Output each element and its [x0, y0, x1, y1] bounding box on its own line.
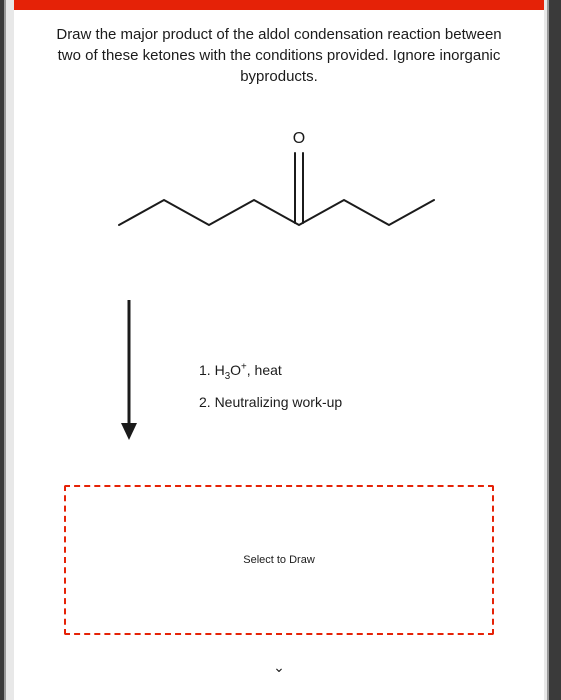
cond1-mid: O [230, 362, 241, 378]
oxygen-label: O [293, 130, 305, 147]
question-panel: Draw the major product of the aldol cond… [14, 0, 544, 700]
answer-draw-area[interactable]: Select to Draw [64, 485, 494, 635]
top-red-bar [14, 0, 544, 10]
condition-line-2: 2. Neutralizing work-up [199, 387, 342, 418]
ketone-structure: O [89, 95, 469, 265]
cond1-prefix: 1. H [199, 362, 225, 378]
draw-placeholder: Select to Draw [243, 554, 315, 566]
chevron-down-icon[interactable]: ⌄ [14, 659, 544, 676]
question-text: Draw the major product of the aldol cond… [14, 10, 544, 95]
molecule-diagram: O [14, 95, 544, 295]
reaction-arrow-icon [114, 295, 144, 445]
reaction-conditions-block: 1. H3O+, heat 2. Neutralizing work-up [14, 295, 544, 475]
cond1-suffix: , heat [247, 362, 282, 378]
carbon-chain [119, 200, 434, 225]
outer-frame: Draw the major product of the aldol cond… [4, 0, 549, 700]
conditions-text: 1. H3O+, heat 2. Neutralizing work-up [199, 355, 342, 418]
condition-line-1: 1. H3O+, heat [199, 355, 342, 387]
